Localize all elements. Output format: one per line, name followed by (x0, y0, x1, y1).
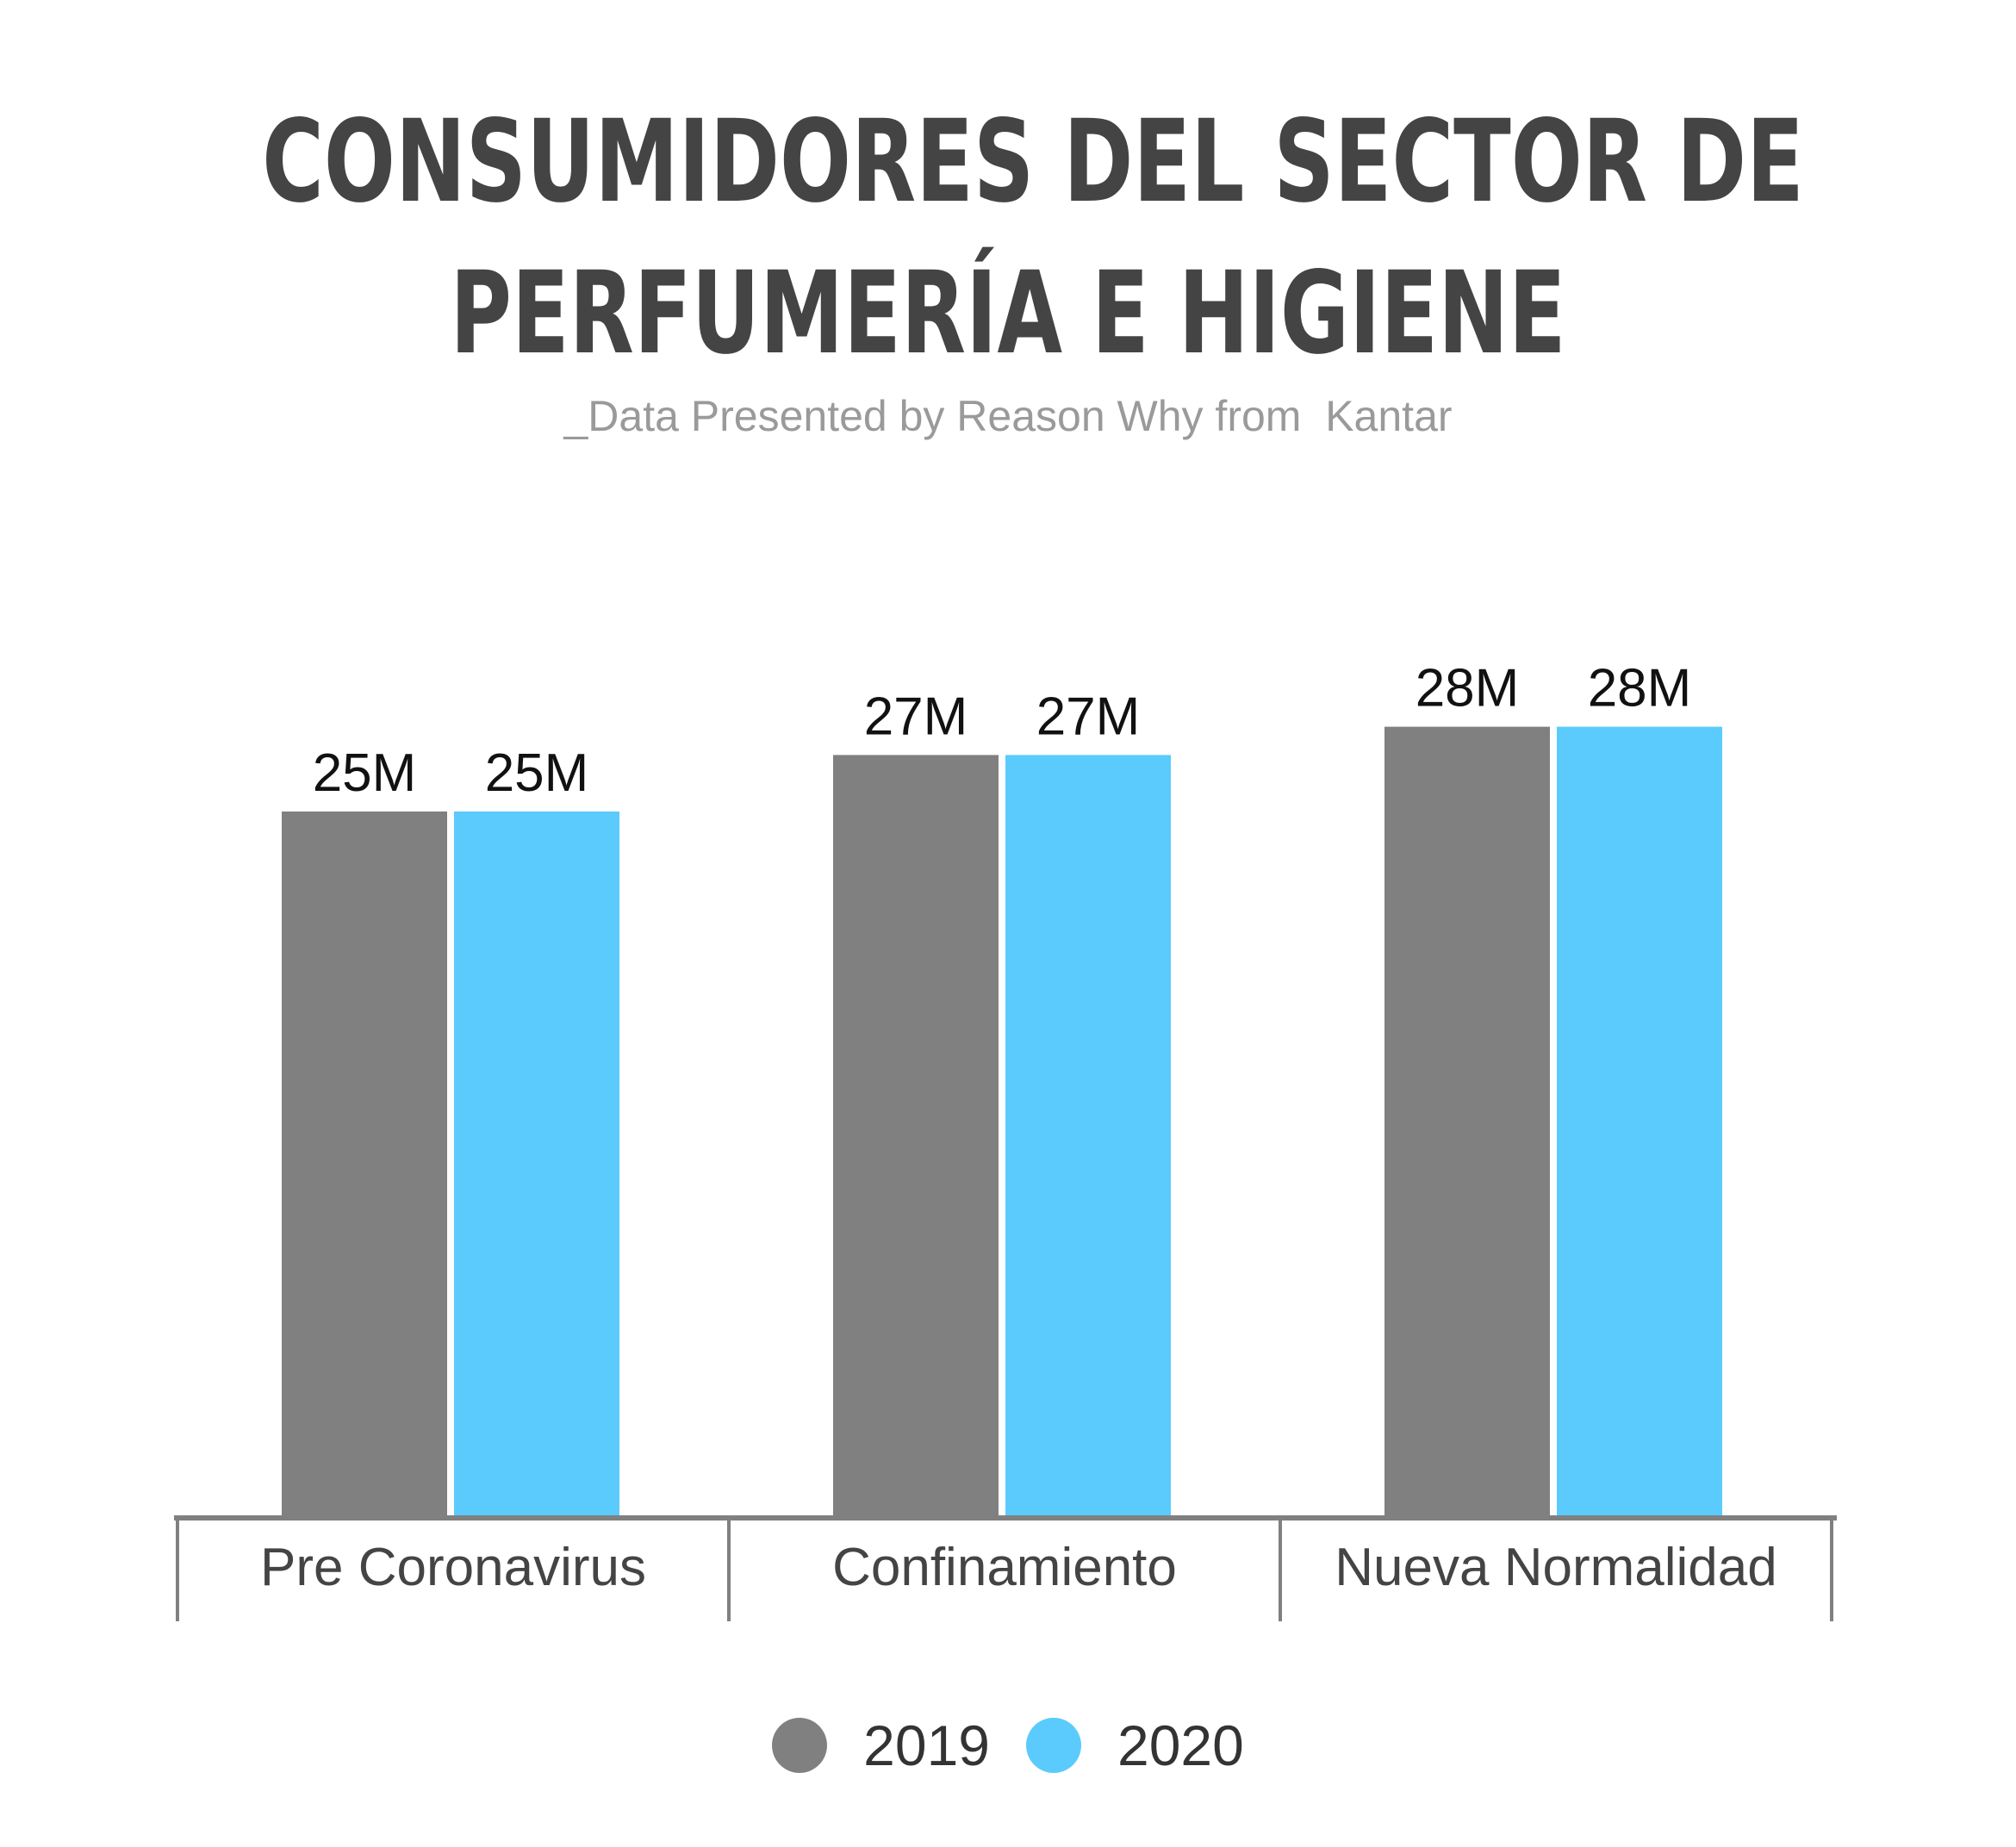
bar-2020-0 (454, 812, 619, 1518)
bar-2019-1 (833, 755, 999, 1518)
legend-item-2020: 2020 (1026, 1713, 1244, 1778)
category-label-1: Confinamiento (832, 1538, 1177, 1597)
data-label-2019-2: 28M (1416, 659, 1520, 718)
category-label-2: Nueva Normalidad (1335, 1538, 1776, 1597)
chart-title-line-2: PERFUMERÍA E HIGIENE (450, 247, 1566, 380)
legend-swatch-2019 (772, 1718, 828, 1773)
data-label-2020-0: 25M (485, 743, 589, 803)
legend-label-2019: 2019 (863, 1713, 990, 1777)
bar-2020-1 (1005, 755, 1171, 1518)
legend-item-2019: 2019 (772, 1713, 990, 1778)
bar-2019-0 (282, 812, 447, 1518)
data-label-2020-1: 27M (1036, 687, 1141, 746)
legend-label-2020: 2020 (1117, 1713, 1244, 1777)
chart-legend: 2019 2020 (0, 1713, 2016, 1778)
category-label-0: Pre Coronavirus (260, 1538, 646, 1597)
chart-subtitle: _Data Presented by Reason Why from Kanta… (563, 392, 1453, 440)
data-label-2019-0: 25M (313, 743, 417, 803)
legend-swatch-2020 (1026, 1718, 1081, 1773)
data-label-2020-2: 28M (1588, 659, 1692, 718)
data-label-2019-1: 27M (864, 687, 968, 746)
chart-title-line-1: CONSUMIDORES DEL SECTOR DE (262, 96, 1804, 228)
bar-2019-2 (1384, 726, 1550, 1518)
bar-2020-2 (1557, 726, 1722, 1518)
